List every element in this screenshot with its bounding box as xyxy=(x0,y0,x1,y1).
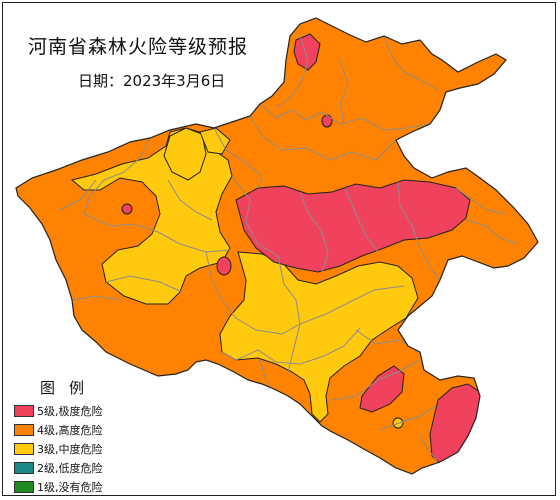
legend-item-level3: 3级,中度危险 xyxy=(14,440,103,458)
forecast-date: 日期：2023年3月6日 xyxy=(78,72,226,90)
zone-level5-dot-center xyxy=(216,256,232,276)
zone-level5-north-tip xyxy=(293,33,321,71)
legend-label-level1: 1级,没有危险 xyxy=(37,481,103,494)
legend-label-level5: 5级,极度危险 xyxy=(37,405,103,418)
zone-level3-north-lobe xyxy=(163,127,207,181)
legend-swatch-level4 xyxy=(14,424,34,436)
legend-label-level2: 2级,低度危险 xyxy=(37,462,103,475)
legend-swatch-level1 xyxy=(14,481,34,493)
legend-item-level1: 1级,没有危险 xyxy=(14,478,103,496)
zone-level5-south-center xyxy=(359,365,405,413)
map-frame xyxy=(2,2,556,496)
legend-item-level2: 2级,低度危险 xyxy=(14,459,103,477)
legend-swatch-level2 xyxy=(14,462,34,474)
zone-level5-dot-north xyxy=(321,114,333,128)
map-title: 河南省森林火险等级预报 xyxy=(28,36,249,58)
legend-swatch-level5 xyxy=(14,405,34,417)
zone-level5-central-north xyxy=(235,179,471,273)
legend-label-level4: 4级,高度危险 xyxy=(37,424,103,437)
zone-level5-dot-west xyxy=(121,203,133,215)
legend-swatch-level3 xyxy=(14,443,34,455)
legend-label-level3: 3级,中度危险 xyxy=(37,443,103,456)
zone-level3-north-small xyxy=(199,127,231,155)
legend: 5级,极度危险 4级,高度危险 3级,中度危险 2级,低度危险 1级,没有危险 xyxy=(14,402,103,497)
legend-item-level4: 4级,高度危险 xyxy=(14,421,103,439)
legend-title: 图例 xyxy=(40,379,99,397)
admin-boundaries xyxy=(59,35,519,463)
legend-item-level5: 5级,极度危险 xyxy=(14,402,103,420)
